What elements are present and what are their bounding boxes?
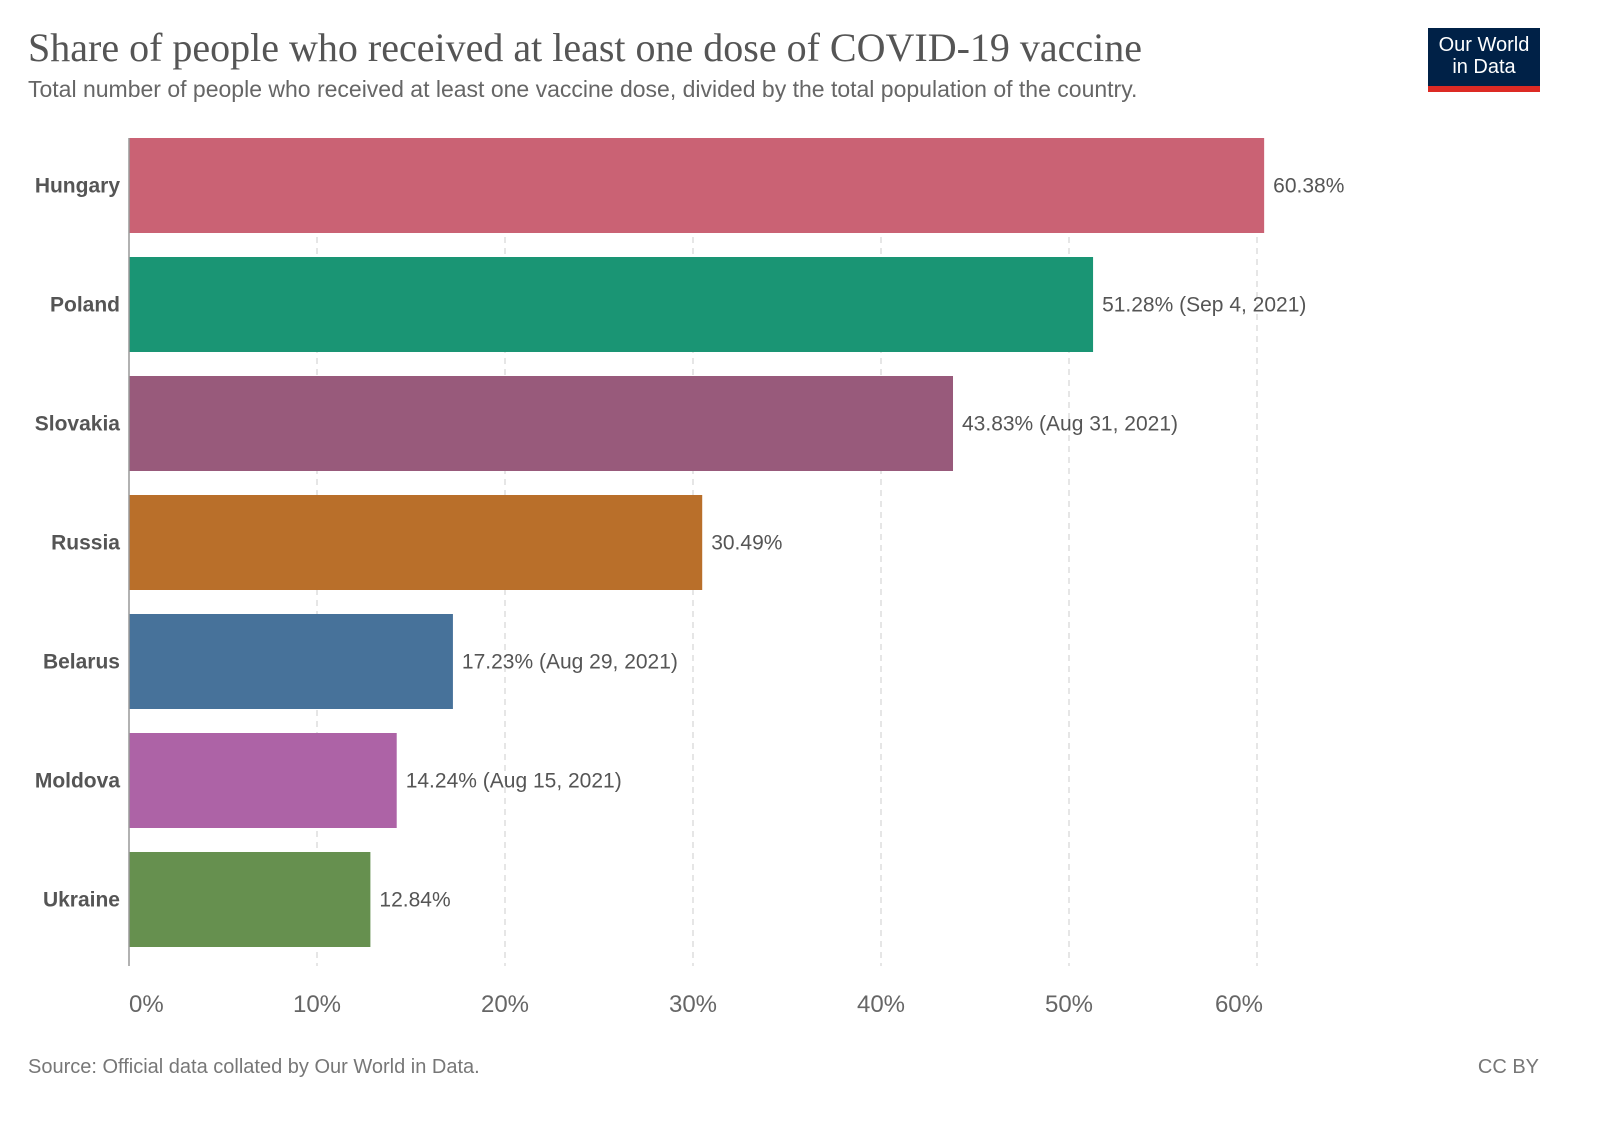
bar-slovakia (129, 376, 954, 471)
value-label: 30.49% (711, 532, 782, 555)
category-label: Moldova (35, 770, 120, 793)
x-tick-label: 50% (1045, 991, 1093, 1018)
value-label: 17.23% (Aug 29, 2021) (462, 651, 678, 674)
category-label: Russia (51, 532, 120, 555)
bar-hungary (129, 138, 1265, 233)
category-label: Poland (50, 294, 120, 317)
value-label: 14.24% (Aug 15, 2021) (406, 770, 622, 793)
source-note: Source: Official data collated by Our Wo… (28, 1056, 480, 1078)
value-label: 43.83% (Aug 31, 2021) (962, 413, 1178, 436)
x-tick-label: 60% (1215, 991, 1263, 1018)
bar-poland (129, 257, 1094, 352)
x-tick-label: 20% (481, 991, 529, 1018)
bar-moldova (129, 733, 397, 828)
value-label: 51.28% (Sep 4, 2021) (1102, 294, 1306, 317)
owid-logo[interactable]: Our World in Data (1428, 28, 1540, 92)
value-label: 12.84% (379, 889, 450, 912)
x-tick-label: 10% (293, 991, 341, 1018)
logo-line-1: Our World (1438, 34, 1530, 56)
logo-line-2: in Data (1452, 56, 1516, 78)
category-label: Ukraine (43, 889, 120, 912)
x-tick-label: 0% (129, 991, 164, 1018)
chart-title: Share of people who received at least on… (28, 25, 1143, 70)
category-label: Belarus (43, 651, 120, 674)
logo-accent-bar (1428, 86, 1540, 92)
category-label: Slovakia (35, 413, 121, 436)
chart-subtitle: Total number of people who received at l… (28, 76, 1138, 102)
category-label: Hungary (35, 175, 121, 198)
value-label: 60.38% (1273, 175, 1344, 198)
license-link[interactable]: CC BY (1477, 1056, 1539, 1078)
bar-russia (129, 495, 703, 590)
bar-ukraine (129, 852, 371, 947)
bar-belarus (129, 614, 453, 709)
x-tick-label: 40% (857, 991, 905, 1018)
x-tick-label: 30% (669, 991, 717, 1018)
